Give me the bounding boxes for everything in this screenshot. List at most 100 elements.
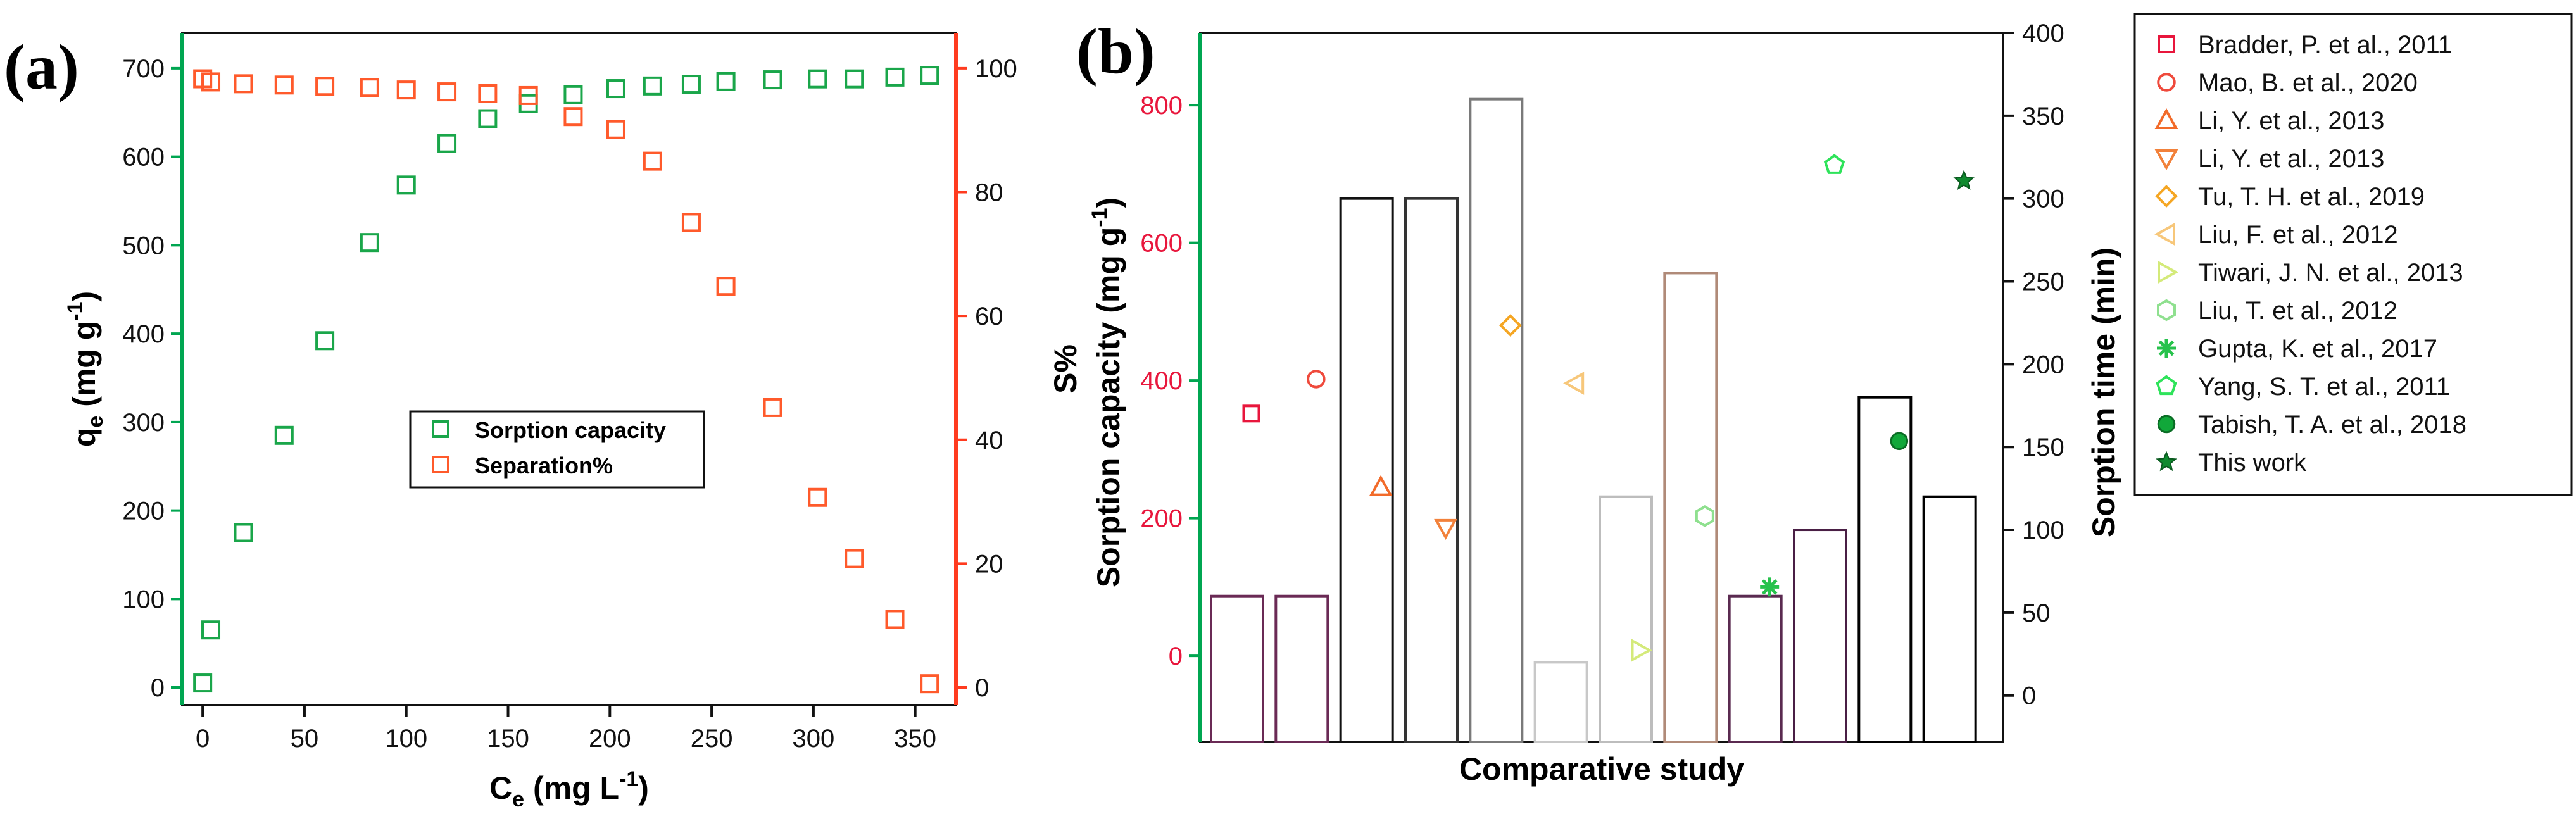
sorption-capacity-marker (1499, 314, 1522, 337)
sorption-capacity-marker (1823, 154, 1845, 174)
panel-a-legend: Sorption capacity Separation% (409, 410, 705, 489)
panel-b-ytick-label: 600 (1140, 230, 1183, 258)
sorption-capacity-marker (1953, 170, 1975, 191)
sorption-capacity-point (478, 109, 498, 128)
panel-b-xlabel: Comparative study (1459, 751, 1744, 787)
panel-a-ytick-label: 200 (122, 498, 165, 525)
legend-entry-label: Tu, T. H. et al., 2019 (2198, 183, 2425, 211)
panel-a-y2tick-label: 100 (975, 55, 1017, 83)
sorption-time-bar (1728, 594, 1783, 743)
legend-marker (2154, 149, 2178, 171)
sorption-capacity-point (643, 76, 662, 96)
panel-b-y2tick-label: 300 (2022, 185, 2064, 213)
panel-b-y2tick-label: 0 (2022, 682, 2036, 710)
legend-marker (2157, 339, 2176, 358)
panel-a-ytick-label: 400 (122, 320, 165, 348)
legend-marker (2157, 73, 2176, 92)
sorption-capacity-marker (1242, 404, 1260, 423)
panel-b: 0 200 400 600 800 0 50 100 150 200 250 300 350 400 So… (1088, 13, 2573, 787)
legend-entry-label: Li, Y. et al., 2013 (2198, 107, 2384, 135)
panel-a-ticks: 0 50 100 150 200 250 300 3500100200300400500600… (122, 55, 1017, 753)
panel-a-y2tick-label: 60 (975, 303, 1003, 330)
sorption-capacity-point (437, 134, 457, 153)
separation-point (606, 120, 625, 139)
sorption-capacity-point (563, 85, 583, 104)
separation-point (920, 674, 939, 694)
sorption-capacity-marker (1434, 518, 1457, 540)
sorption-capacity-point (920, 66, 939, 85)
panel-a-xtick-label: 100 (385, 725, 427, 753)
sorption-capacity-point (193, 673, 213, 693)
legend-marker (2158, 260, 2179, 284)
panel-a-xtick-label: 350 (894, 725, 936, 753)
sorption-time-bar (1663, 272, 1718, 743)
panel-a-xtick-label: 50 (291, 725, 319, 753)
separation-point (234, 74, 253, 94)
legend-entry-label: Mao, B. et al., 2020 (2198, 69, 2418, 97)
sorption-time-bar (1210, 594, 1264, 743)
panel-a-ytick-label: 100 (122, 585, 165, 613)
panel-a-legend-frame (409, 410, 705, 489)
legend-marker (2157, 299, 2176, 322)
panel-b-legend: Bradder, P. et al., 2011 Mao, B. et al., … (2133, 13, 2573, 496)
panel-label-b: (b) (1076, 16, 1155, 87)
legend-marker (2155, 185, 2178, 208)
sorption-capacity-point (201, 620, 221, 640)
sorption-capacity-marker (1307, 370, 1326, 389)
separation-point (360, 78, 379, 97)
legend-marker (2156, 375, 2177, 396)
panel-b-plot-frame (1199, 32, 2004, 743)
panel-b-legend-frame (2133, 13, 2573, 496)
separation-point (478, 84, 498, 103)
legend-marker (2156, 451, 2177, 472)
separation-point (763, 398, 782, 417)
sorption-capacity-point (763, 70, 782, 90)
legend-marker-stroke (2158, 340, 2175, 356)
panel-a-ytick-label: 300 (122, 409, 165, 437)
panel-a-y2label: S% (1048, 344, 1083, 394)
separation-point (563, 107, 583, 127)
panel-a-series (193, 66, 939, 694)
legend-entry-label: Tiwari, J. N. et al., 2013 (2198, 259, 2463, 287)
legend-entry-label: Gupta, K. et al., 2017 (2198, 335, 2437, 363)
sorption-time-bar (1533, 661, 1588, 744)
legend-marker (2154, 222, 2175, 246)
panel-a-ylabel: qe (mg g-1) (63, 291, 108, 447)
sorption-capacity-point (360, 233, 379, 253)
sorption-capacity-marker (1890, 432, 1909, 451)
legend-marker-separation (432, 456, 449, 473)
panel-label-a: (a) (4, 32, 79, 103)
panel-b-ytick-label: 400 (1140, 367, 1183, 395)
panel-a-plot-frame (181, 32, 957, 706)
legend-entry-label: This work (2198, 449, 2307, 477)
panel-b-ytick-label: 200 (1140, 505, 1183, 533)
panel-b-bars (1210, 97, 1977, 744)
panel-b-y2tick-label: 200 (2022, 351, 2064, 379)
panel-b-y2tick-label: 250 (2022, 268, 2064, 296)
panel-b-y2label: Sorption time (min) (2086, 247, 2121, 537)
sorption-capacity-marker (1369, 475, 1393, 496)
panel-a-ytick-label: 600 (122, 144, 165, 172)
sorption-capacity-marker-stroke (1761, 579, 1778, 595)
panel-b-markers (1242, 154, 1975, 662)
panel-b-ylabel: Sorption capacity (mg g-1) (1088, 197, 1126, 587)
separation-point (518, 85, 538, 105)
panel-a-xtick-label: 200 (589, 725, 631, 753)
sorption-capacity-point (606, 79, 625, 99)
sorption-capacity-point (274, 425, 294, 445)
separation-point (201, 72, 221, 92)
sorption-capacity-point (396, 175, 416, 195)
panel-a-y2tick-label: 80 (975, 179, 1003, 207)
panel-a-xtick-label: 0 (196, 725, 210, 753)
sorption-time-bar (1404, 197, 1459, 743)
sorption-capacity-point (716, 72, 736, 91)
sorption-time-bar (1469, 97, 1524, 743)
sorption-capacity-marker (1760, 577, 1780, 597)
panel-a-y2tick-label: 0 (975, 674, 989, 702)
sorption-time-bar (1339, 197, 1394, 743)
sorption-capacity-marker (1695, 505, 1714, 527)
separation-point (716, 277, 736, 296)
sorption-capacity-marker (1563, 372, 1585, 395)
